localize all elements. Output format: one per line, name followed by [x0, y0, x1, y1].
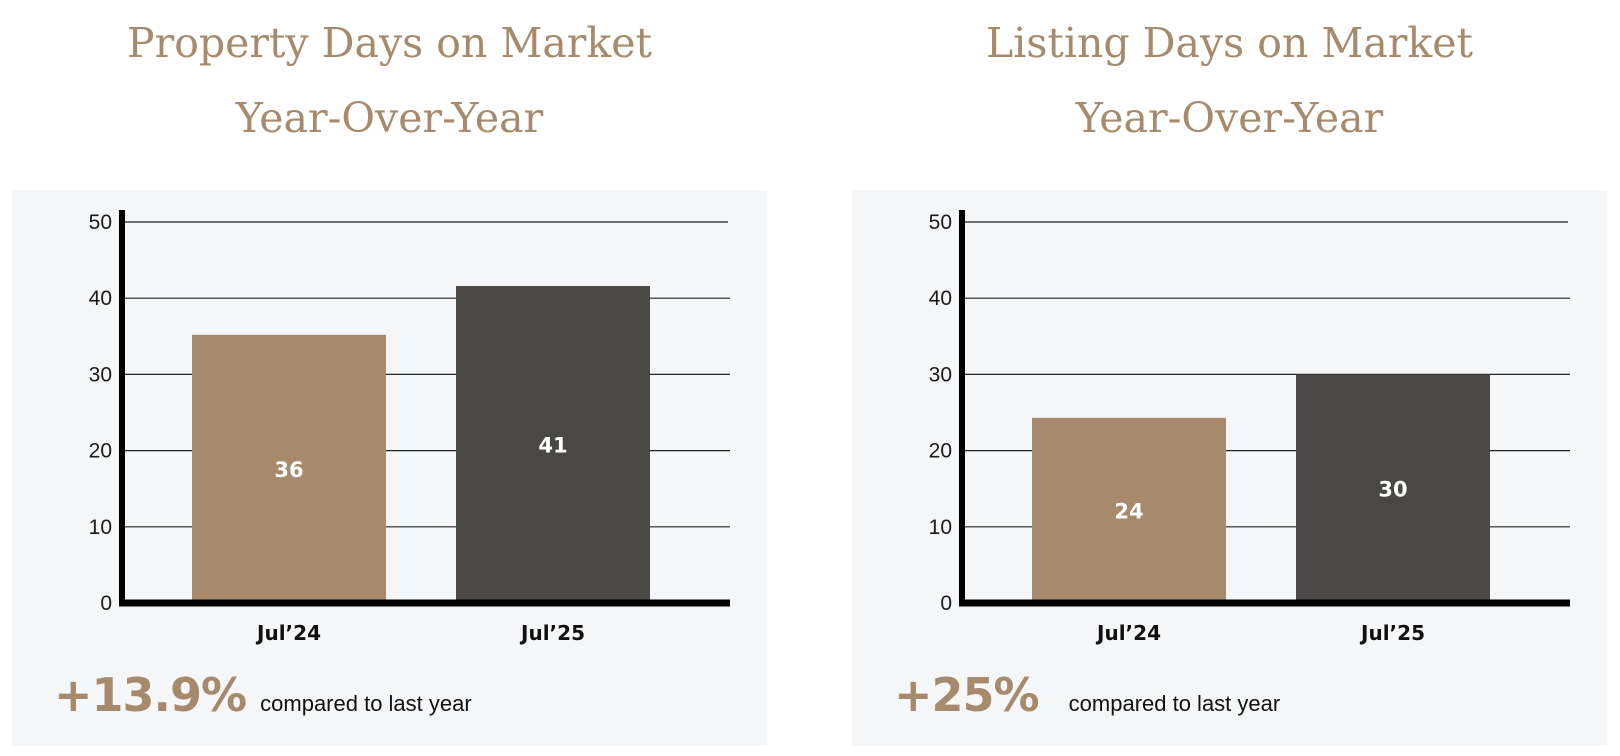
x-category-label: Jul’24 [255, 621, 321, 645]
chart-panel-listing-days: Listing Days on Market Year-Over-Year 0 1… [852, 0, 1607, 756]
change-percent: +25% [894, 668, 1040, 722]
chart-card: 0 10 20 30 40 50 36 Jul’24 41 Jul’25 +13.9% compa… [12, 190, 767, 746]
change-caption: compared to last year [260, 691, 472, 716]
bar-value-label: 41 [538, 434, 567, 458]
y-tick-label: 10 [929, 516, 952, 539]
bar [456, 286, 650, 603]
y-tick-label: 20 [929, 440, 952, 463]
x-category-label: Jul’25 [519, 621, 585, 645]
y-tick-label: 30 [929, 363, 952, 386]
change-percent: +13.9% [54, 668, 247, 722]
chart-title-line-1: Property Days on Market [127, 19, 652, 67]
y-tick-label: 50 [929, 211, 952, 234]
bar-chart: 0 10 20 30 40 50 24 Jul’24 30 Jul’25 [929, 210, 1570, 645]
y-tick-label: 40 [89, 287, 112, 310]
bar-value-label: 24 [1114, 499, 1143, 523]
yoy-change: +25% compared to last year [894, 668, 1280, 722]
bar-chart: 0 10 20 30 40 50 36 Jul’24 41 Jul’25 [89, 210, 730, 645]
y-tick-label: 10 [89, 516, 112, 539]
x-category-label: Jul’25 [1359, 621, 1425, 645]
y-tick-label: 50 [89, 211, 112, 234]
x-category-label: Jul’24 [1095, 621, 1161, 645]
chart-title-line-2: Year-Over-Year [1075, 94, 1384, 142]
chart-title: Listing Days on Market Year-Over-Year [852, 6, 1607, 156]
bar [192, 334, 386, 603]
y-tick-label: 0 [940, 592, 952, 615]
bar [1296, 374, 1490, 603]
bar [1032, 417, 1226, 603]
change-caption: compared to last year [1068, 691, 1281, 716]
chart-panel-property-days: Property Days on Market Year-Over-Year 0… [12, 0, 767, 756]
chart-title-line-1: Listing Days on Market [986, 19, 1473, 67]
bar-value-label: 30 [1378, 478, 1407, 502]
y-tick-label: 30 [89, 363, 112, 386]
chart-title: Property Days on Market Year-Over-Year [12, 6, 767, 156]
y-tick-label: 40 [929, 287, 952, 310]
chart-card: 0 10 20 30 40 50 24 Jul’24 30 Jul’25 +25% compare… [852, 190, 1607, 746]
bar-value-label: 36 [274, 458, 303, 482]
yoy-change: +13.9% compared to last year [54, 668, 472, 722]
y-tick-label: 20 [89, 440, 112, 463]
chart-title-line-2: Year-Over-Year [235, 94, 544, 142]
y-tick-label: 0 [100, 592, 112, 615]
